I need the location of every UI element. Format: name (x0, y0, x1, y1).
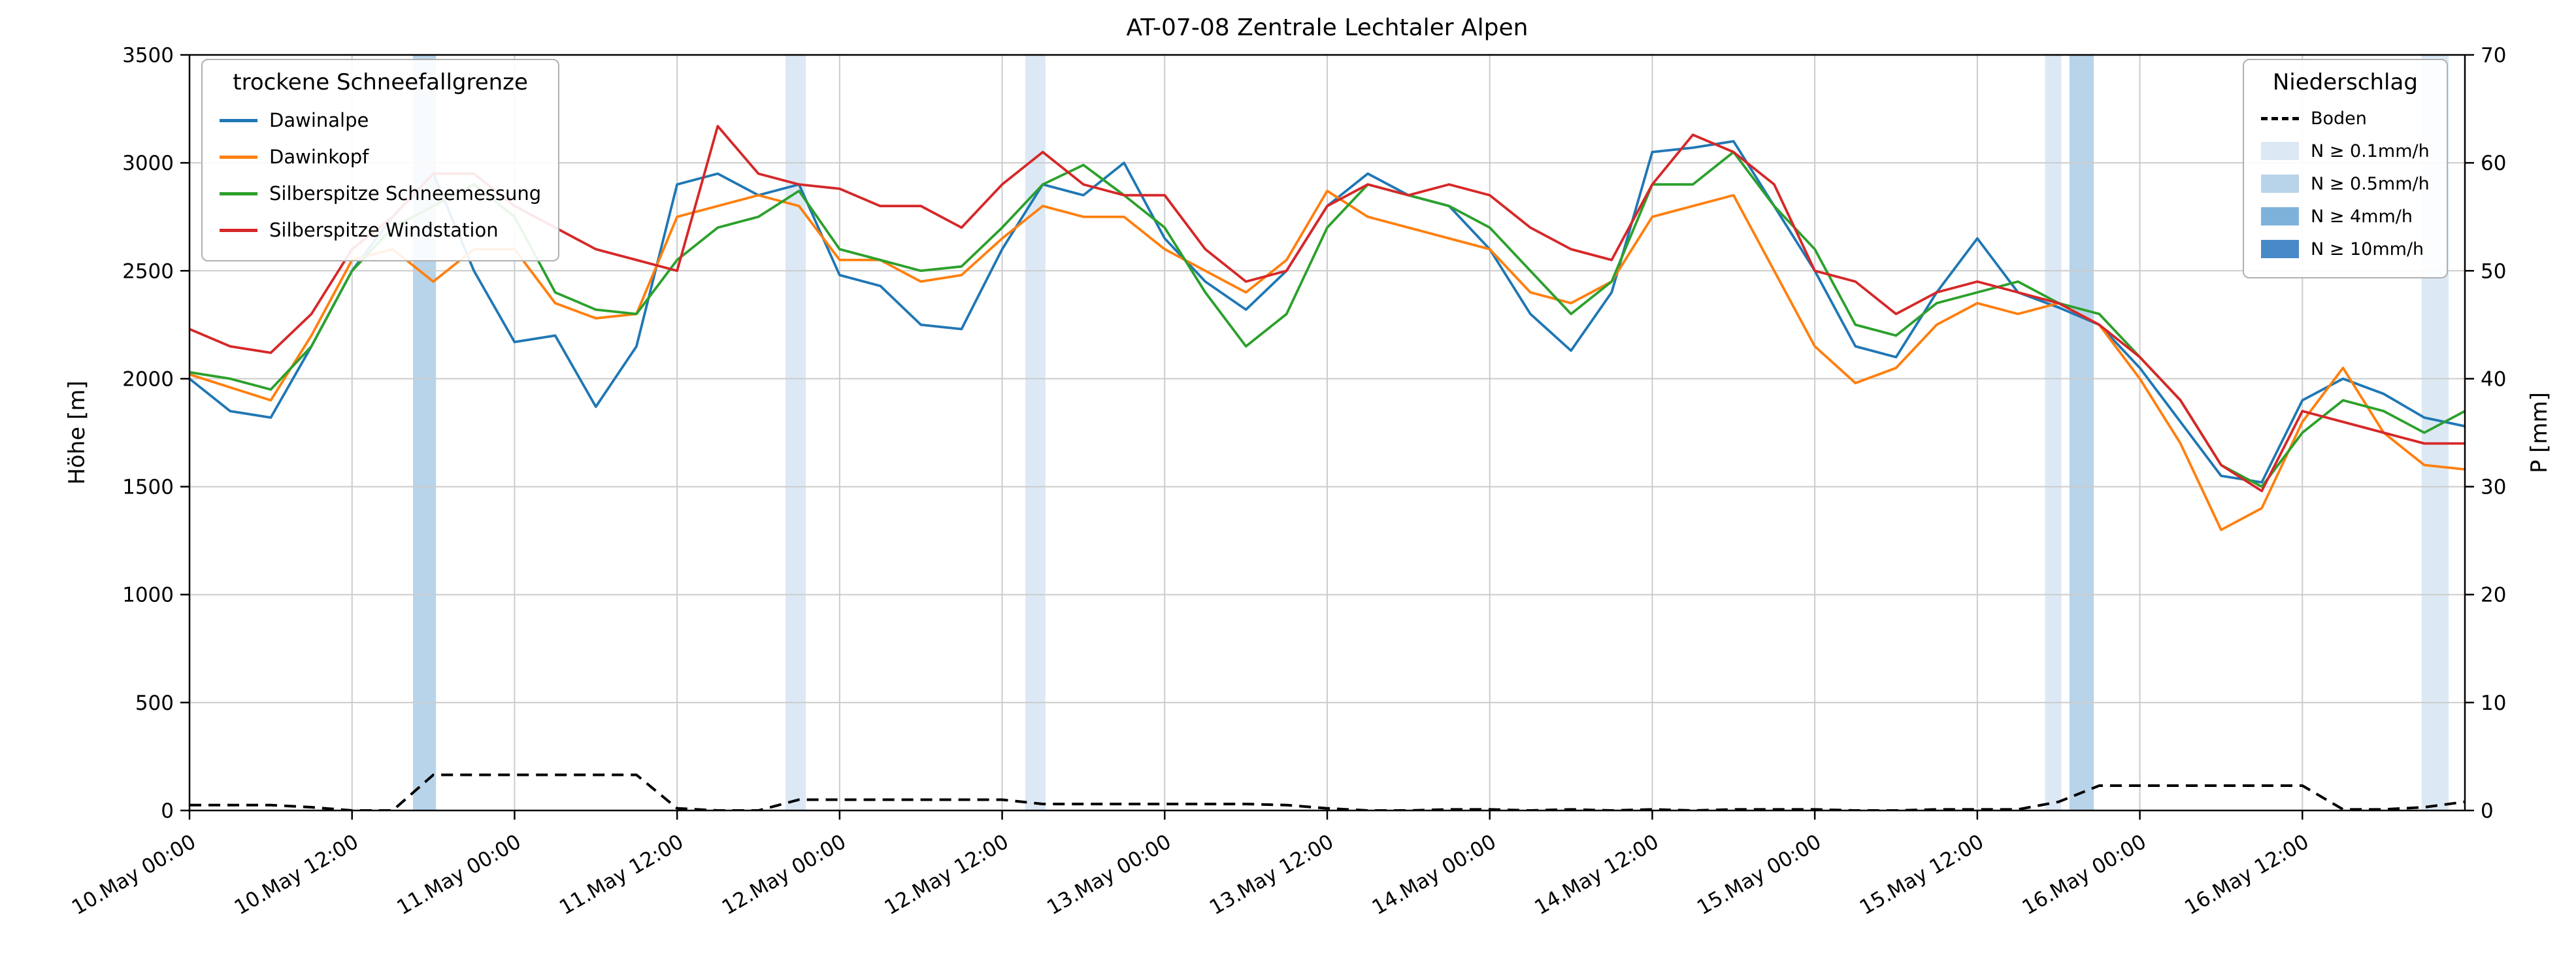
svg-text:14.May 00:00: 14.May 00:00 (1368, 830, 1500, 920)
svg-text:2500: 2500 (122, 259, 174, 283)
svg-text:30: 30 (2481, 476, 2506, 499)
legend-precipitation-title: Niederschlag (2272, 69, 2418, 95)
svg-text:500: 500 (135, 692, 174, 715)
svg-text:10.May 12:00: 10.May 12:00 (231, 830, 363, 920)
legend-entry-n01: N ≥ 0.1mm/h (2261, 135, 2430, 167)
svg-text:14.May 12:00: 14.May 12:00 (1530, 830, 1662, 920)
legend-entry-label: N ≥ 4mm/h (2311, 206, 2413, 227)
svg-text:3000: 3000 (122, 152, 174, 175)
legend-entry-label: N ≥ 0.5mm/h (2311, 173, 2430, 194)
svg-text:13.May 00:00: 13.May 00:00 (1043, 830, 1175, 920)
legend-entry-label: Silberspitze Windstation (269, 219, 499, 241)
precip-band (2045, 55, 2062, 810)
legend-snowline: trockene Schneefallgrenze Dawinalpe Dawi… (201, 59, 560, 261)
y-axis-label-left: Höhe [m] (64, 380, 90, 485)
boden-dashed-line-swatch (2261, 116, 2299, 120)
svg-text:20: 20 (2481, 584, 2506, 607)
legend-entry-label: N ≥ 0.1mm/h (2311, 141, 2430, 161)
precip-10-patch-swatch (2261, 240, 2299, 258)
silberspitze-schneemessung-line-swatch (220, 192, 257, 195)
y-axis-label-right: P [mm] (2526, 392, 2552, 474)
dawinalpe-line-swatch (220, 118, 257, 122)
legend-entry-dawinkopf: Dawinkopf (220, 139, 541, 175)
legend-entry-silberspitze-schneemessung: Silberspitze Schneemessung (220, 175, 541, 212)
svg-text:1500: 1500 (122, 476, 174, 499)
legend-entry-label: N ≥ 10mm/h (2311, 239, 2424, 259)
svg-text:60: 60 (2481, 152, 2506, 175)
svg-text:1000: 1000 (122, 584, 174, 607)
series-line-boden (190, 773, 2465, 810)
legend-precipitation: Niederschlag Boden N ≥ 0.1mm/h N ≥ 0.5mm… (2243, 59, 2448, 278)
legend-entry-n10: N ≥ 10mm/h (2261, 233, 2430, 265)
precip-05-patch-swatch (2261, 175, 2299, 193)
series-line-silberspitze-windstation (190, 125, 2465, 493)
precip-4-patch-swatch (2261, 207, 2299, 225)
svg-text:10.May 00:00: 10.May 00:00 (68, 830, 200, 920)
precip-bands (412, 55, 2449, 810)
legend-entry-n4: N ≥ 4mm/h (2261, 200, 2430, 233)
legend-entry-boden: Boden (2261, 102, 2430, 135)
precip-band (785, 55, 806, 810)
silberspitze-windstation-line-swatch (220, 228, 257, 232)
svg-text:50: 50 (2481, 259, 2506, 283)
dawinkopf-line-swatch (220, 155, 257, 159)
svg-text:70: 70 (2481, 44, 2506, 67)
series-line-silberspitze-schneemessung (190, 150, 2465, 488)
precip-01-patch-swatch (2261, 142, 2299, 160)
svg-text:15.May 00:00: 15.May 00:00 (1693, 830, 1825, 920)
svg-text:2000: 2000 (122, 367, 174, 391)
svg-text:15.May 12:00: 15.May 12:00 (1856, 830, 1988, 920)
legend-snowline-title: trockene Schneefallgrenze (233, 69, 528, 95)
svg-text:0: 0 (161, 799, 174, 823)
svg-text:11.May 00:00: 11.May 00:00 (393, 830, 525, 920)
svg-text:16.May 00:00: 16.May 00:00 (2018, 830, 2150, 920)
series-lines (190, 125, 2465, 810)
chart-title: AT-07-08 Zentrale Lechtaler Alpen (1126, 14, 1528, 41)
precip-band (2069, 55, 2094, 810)
svg-text:16.May 12:00: 16.May 12:00 (2181, 830, 2313, 920)
svg-text:0: 0 (2481, 799, 2494, 823)
svg-text:12.May 12:00: 12.May 12:00 (880, 830, 1012, 920)
legend-entry-n05: N ≥ 0.5mm/h (2261, 167, 2430, 200)
svg-text:3500: 3500 (122, 44, 174, 67)
legend-entry-label: Dawinalpe (269, 109, 369, 131)
legend-entry-label: Silberspitze Schneemessung (269, 182, 542, 205)
svg-text:12.May 00:00: 12.May 00:00 (718, 830, 850, 920)
legend-entry-dawinalpe: Dawinalpe (220, 102, 541, 139)
svg-text:10: 10 (2481, 692, 2506, 715)
svg-text:13.May 12:00: 13.May 12:00 (1206, 830, 1338, 920)
precip-band (1025, 55, 1046, 810)
legend-entry-label: Boden (2311, 108, 2367, 129)
legend-entry-label: Dawinkopf (269, 146, 369, 168)
axis-ticks (180, 54, 2474, 820)
svg-text:11.May 12:00: 11.May 12:00 (555, 830, 687, 920)
legend-entry-silberspitze-windstation: Silberspitze Windstation (220, 212, 541, 248)
svg-text:40: 40 (2481, 367, 2506, 391)
